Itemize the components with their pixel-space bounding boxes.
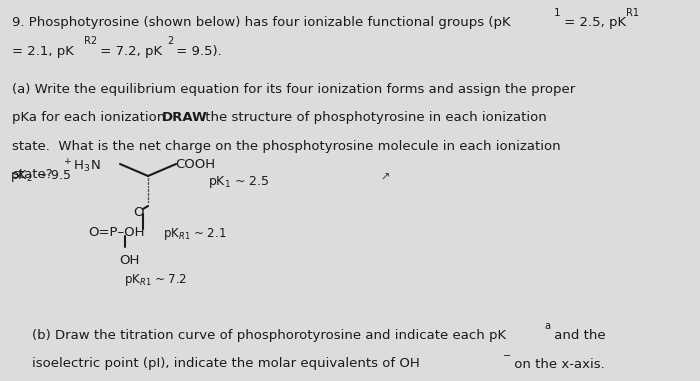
Text: ↗: ↗ — [380, 173, 389, 183]
Text: R2: R2 — [84, 37, 97, 46]
Text: pK$_{R1}$ ~ 2.1: pK$_{R1}$ ~ 2.1 — [163, 226, 227, 242]
Text: on the x-axis.: on the x-axis. — [510, 357, 605, 370]
Text: (a) Write the equilibrium equation for its four ionization forms and assign the : (a) Write the equilibrium equation for i… — [12, 83, 575, 96]
Text: −: − — [503, 351, 511, 360]
Text: 1: 1 — [554, 8, 560, 18]
Text: isoelectric point (pI), indicate the molar equivalents of OH: isoelectric point (pI), indicate the mol… — [32, 357, 420, 370]
Text: a: a — [544, 321, 550, 331]
Text: pK$_1$ ~ 2.5: pK$_1$ ~ 2.5 — [208, 174, 270, 190]
Text: DRAW: DRAW — [162, 111, 208, 124]
Text: $^+$H$_3$N: $^+$H$_3$N — [62, 158, 101, 175]
Text: pKa for each ionization.: pKa for each ionization. — [12, 111, 174, 124]
Text: O: O — [133, 206, 144, 219]
Text: = 7.2, pK: = 7.2, pK — [96, 45, 162, 58]
Text: the structure of phosphotyrosine in each ionization: the structure of phosphotyrosine in each… — [201, 111, 547, 124]
Text: R1: R1 — [626, 8, 639, 18]
Text: state.  What is the net charge on the phosphotyrosine molecule in each ionizatio: state. What is the net charge on the pho… — [12, 139, 561, 152]
Text: (b) Draw the titration curve of phosphorotyrosine and indicate each pK: (b) Draw the titration curve of phosphor… — [32, 329, 506, 342]
Text: 9. Phosphotyrosine (shown below) has four ionizable functional groups (pK: 9. Phosphotyrosine (shown below) has fou… — [12, 16, 510, 29]
Text: O=P–OH: O=P–OH — [88, 226, 144, 239]
Text: = 9.5).: = 9.5). — [172, 45, 223, 58]
Text: = 2.1, pK: = 2.1, pK — [12, 45, 74, 58]
Text: OH: OH — [120, 254, 140, 267]
Text: state?: state? — [12, 168, 52, 181]
Text: and the: and the — [550, 329, 606, 342]
Text: COOH: COOH — [175, 158, 215, 171]
Text: 2: 2 — [167, 37, 174, 46]
Text: = 2.5, pK: = 2.5, pK — [559, 16, 626, 29]
Text: pK$_{R1}$ ~ 7.2: pK$_{R1}$ ~ 7.2 — [125, 272, 188, 288]
Text: pK$_2$ ~ 9.5: pK$_2$ ~ 9.5 — [10, 168, 71, 184]
